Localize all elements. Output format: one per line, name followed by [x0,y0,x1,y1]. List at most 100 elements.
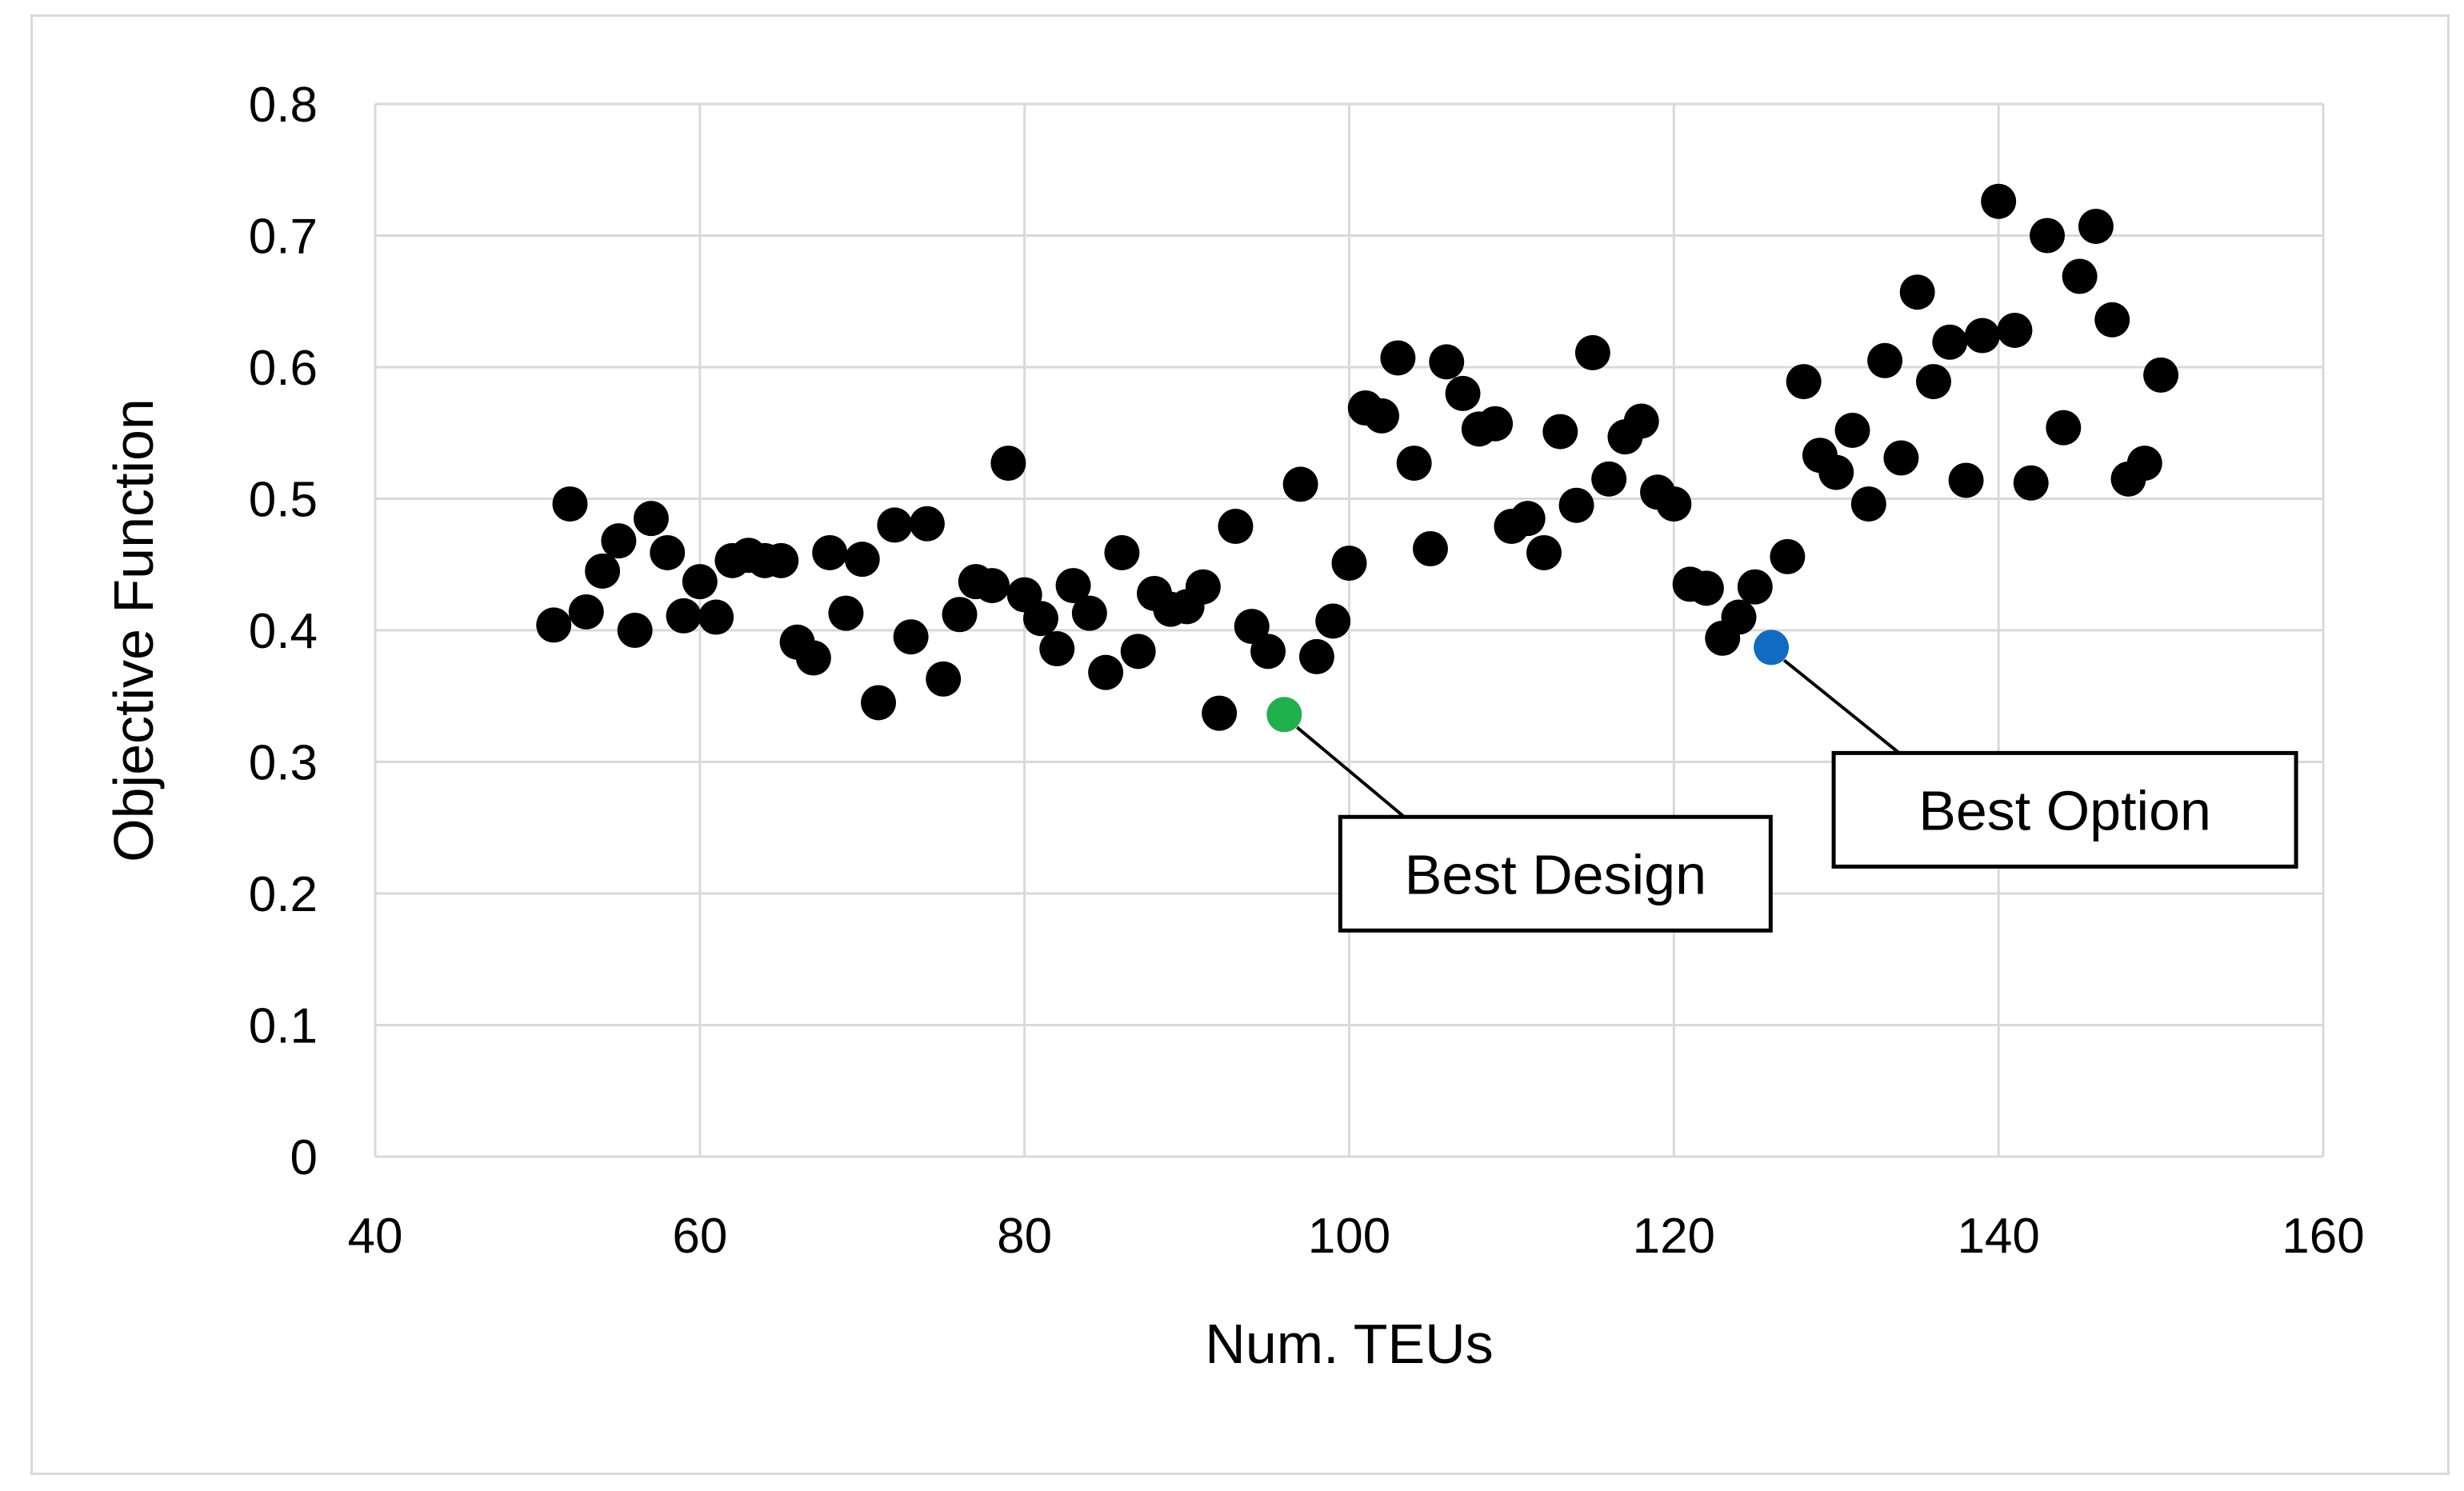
y-axis-title: Objective Function [102,398,165,862]
data-point [1104,534,1140,570]
data-point [1315,603,1351,639]
data-point [1883,440,1919,476]
data-point [812,534,848,570]
data-point [1039,631,1075,667]
data-point [1737,569,1773,605]
y-tick-label: 0.8 [249,78,318,133]
data-point [2013,465,2049,501]
data-point [1396,446,1432,482]
data-point [1786,364,1822,400]
data-point [1818,454,1854,490]
data-point [942,597,978,633]
x-tick-label: 80 [997,1209,1052,1264]
data-point [1055,568,1091,604]
chart-frame: 0 0.1 0.2 0.3 0.4 0.5 0.6 0.7 0.8 40 60 80 100 120 14… [30,14,2450,1475]
data-point [828,595,864,631]
x-tick-label: 160 [2282,1209,2364,1264]
best-option-point [1754,630,1790,666]
data-point [1770,538,1806,574]
x-tick-label: 100 [1308,1209,1390,1264]
data-point [1574,334,1610,370]
best-design-leader-line [1296,726,1406,818]
data-point [617,613,653,648]
highlighted-points [1266,630,1790,733]
data-point [2030,218,2066,254]
best-option-leader-line [1782,658,1901,754]
data-point [844,542,880,578]
data-point [1250,634,1286,670]
data-point [552,486,588,522]
data-point [1364,398,1400,434]
data-point [585,553,621,589]
data-point [1932,324,1968,360]
data-point [861,685,897,721]
gridlines [374,102,2325,1158]
data-point [990,446,1026,482]
y-tick-label: 0 [290,1130,318,1185]
x-tick-label: 60 [672,1209,727,1264]
best-design-point [1266,697,1302,733]
data-point [2046,410,2082,446]
data-point [1526,534,1562,570]
data-point [2062,258,2098,294]
data-point [650,534,686,570]
y-tick-label: 0.4 [249,604,318,659]
data-point [877,507,913,543]
data-point [1688,570,1724,606]
data-point [1721,599,1757,635]
y-tick-label: 0.7 [249,210,318,265]
data-point [1591,461,1627,497]
y-tick-label: 0.3 [249,736,318,791]
data-point [1850,486,1886,522]
data-point [1542,414,1578,450]
data-point [1185,569,1221,605]
data-point [1558,487,1594,523]
data-point [1331,546,1367,582]
data-point [1088,654,1124,690]
data-point [1867,342,1903,378]
data-point [795,640,831,676]
data-point [763,542,799,578]
callouts: Best Design Best Option [1296,658,2298,933]
x-axis-title: Num. TEUs [1205,1313,1493,1375]
data-point [666,598,702,634]
data-point [1022,601,1058,637]
data-point [1964,318,2000,354]
y-tick-label: 0.1 [249,999,318,1054]
best-design-callout-box [1338,814,1773,933]
data-point [1071,595,1107,631]
data-point [1120,634,1156,670]
data-point [1218,509,1254,545]
data-point [1834,412,1870,448]
data-point [1948,462,1984,498]
data-point [1380,340,1416,376]
best-option-callout-label: Best Option [1918,779,2211,841]
data-point [1412,531,1448,567]
data-point [1234,609,1270,645]
x-tick-label: 40 [348,1209,403,1264]
data-point [926,661,962,697]
data-point [1899,274,1935,310]
data-point [2094,302,2130,338]
data-point [1623,403,1659,439]
data-point [1997,312,2033,348]
x-tick-label: 120 [1633,1209,1715,1264]
x-axis-tick-labels: 40 60 80 100 120 140 160 [348,1209,2365,1264]
data-point [1916,364,1951,400]
data-point [2126,446,2162,482]
data-points [536,183,2179,731]
data-point [568,594,604,630]
data-point [909,506,945,542]
data-point [2143,357,2179,393]
data-point [893,619,929,655]
data-point [974,568,1010,604]
best-option-callout-box [1831,750,2298,869]
data-point [1298,638,1334,674]
data-point [1202,695,1238,731]
data-point [1282,466,1318,502]
data-point [1478,406,1514,442]
data-point [536,607,572,643]
data-point [2078,208,2114,244]
data-point [1510,501,1546,537]
y-tick-label: 0.6 [249,341,318,396]
